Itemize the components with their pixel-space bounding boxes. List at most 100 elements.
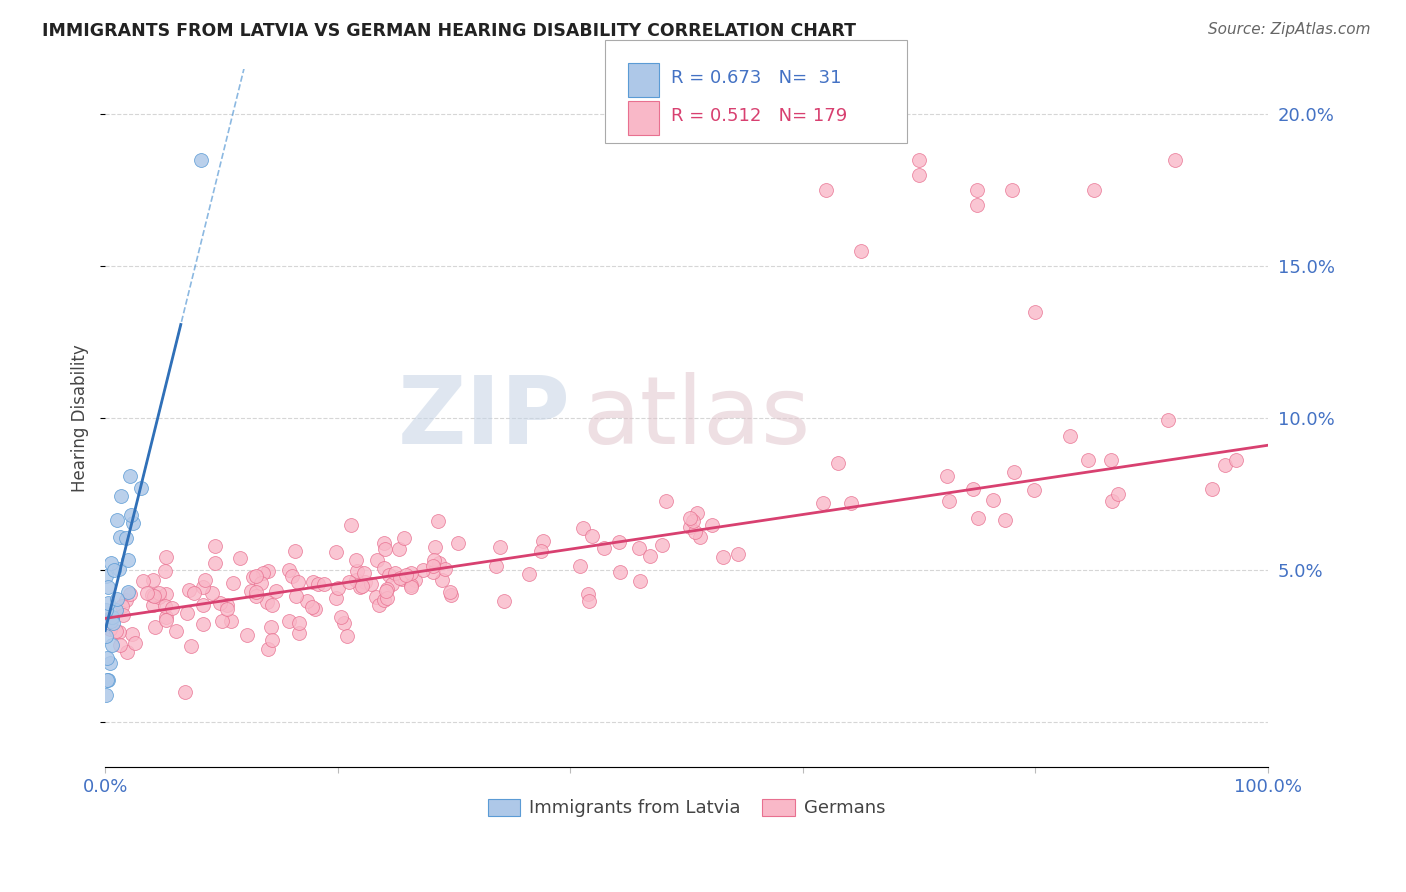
Point — [1077, 453, 1099, 467]
Point — [426, 514, 449, 528]
Point — [578, 594, 600, 608]
Point — [423, 540, 446, 554]
Point — [211, 615, 233, 629]
Point — [337, 575, 360, 590]
Point — [249, 576, 271, 591]
Point — [190, 153, 212, 167]
Point — [304, 602, 326, 616]
Point — [301, 599, 323, 614]
Point — [96, 629, 118, 643]
Point — [174, 685, 197, 699]
Point — [287, 575, 309, 590]
Point — [1022, 483, 1045, 497]
Point — [367, 599, 389, 613]
Point — [104, 603, 127, 617]
Point — [287, 616, 309, 631]
Point — [447, 535, 470, 549]
Point — [278, 614, 301, 628]
Point — [245, 585, 267, 599]
Point — [222, 576, 245, 591]
Point — [412, 563, 434, 577]
Point — [427, 556, 450, 570]
Point — [204, 556, 226, 570]
Point — [105, 514, 128, 528]
Point — [938, 493, 960, 508]
Point — [364, 590, 387, 604]
Point — [401, 580, 423, 594]
Point — [439, 584, 461, 599]
Point — [683, 524, 706, 539]
Point — [638, 549, 661, 563]
Text: IMMIGRANTS FROM LATVIA VS GERMAN HEARING DISABILITY CORRELATION CHART: IMMIGRANTS FROM LATVIA VS GERMAN HEARING… — [42, 22, 856, 40]
Point — [434, 562, 457, 576]
Point — [399, 566, 422, 580]
Point — [132, 574, 155, 588]
Point — [108, 638, 131, 652]
Point — [120, 469, 142, 483]
Y-axis label: Hearing Disability: Hearing Disability — [72, 344, 89, 491]
Point — [849, 244, 872, 258]
Point — [229, 550, 252, 565]
Point — [193, 617, 215, 632]
Point — [98, 656, 121, 670]
Point — [115, 531, 138, 545]
Point — [204, 539, 226, 553]
Point — [100, 609, 122, 624]
Point — [121, 627, 143, 641]
Point — [101, 616, 124, 631]
Point — [815, 183, 838, 197]
Point — [260, 620, 283, 634]
Point — [118, 587, 141, 601]
Point — [108, 562, 131, 576]
Point — [257, 642, 280, 657]
Point — [165, 624, 187, 638]
Point — [377, 591, 399, 605]
Point — [277, 563, 299, 577]
Point — [284, 589, 307, 603]
Legend: Immigrants from Latvia, Germans: Immigrants from Latvia, Germans — [481, 791, 893, 824]
Point — [389, 571, 412, 585]
Point — [236, 628, 259, 642]
Point — [312, 577, 335, 591]
Point — [423, 553, 446, 567]
Point — [142, 574, 165, 588]
Point — [700, 518, 723, 533]
Point — [908, 153, 931, 167]
Point — [129, 481, 152, 495]
Point — [141, 588, 163, 602]
Point — [378, 567, 401, 582]
Point — [97, 673, 120, 688]
Point — [395, 567, 418, 582]
Point — [1107, 486, 1129, 500]
Point — [307, 577, 329, 591]
Point — [101, 639, 124, 653]
Point — [994, 513, 1017, 527]
Point — [262, 598, 284, 612]
Point — [627, 541, 650, 556]
Point — [96, 673, 118, 687]
Point — [112, 608, 135, 623]
Point — [360, 576, 382, 591]
Point — [1002, 465, 1025, 479]
Point — [373, 561, 395, 575]
Point — [240, 584, 263, 599]
Point — [201, 586, 224, 600]
Point — [96, 689, 118, 703]
Text: ZIP: ZIP — [398, 372, 571, 464]
Point — [148, 590, 170, 604]
Text: atlas: atlas — [582, 372, 810, 464]
Point — [651, 538, 673, 552]
Point — [679, 520, 702, 534]
Point — [353, 575, 375, 590]
Point — [1083, 183, 1105, 197]
Point — [183, 586, 205, 600]
Point — [330, 609, 353, 624]
Point — [336, 629, 359, 643]
Point — [440, 588, 463, 602]
Point — [391, 572, 413, 586]
Point — [143, 589, 166, 603]
Point — [117, 585, 139, 599]
Point — [489, 540, 512, 554]
Point — [711, 550, 734, 565]
Point — [1157, 412, 1180, 426]
